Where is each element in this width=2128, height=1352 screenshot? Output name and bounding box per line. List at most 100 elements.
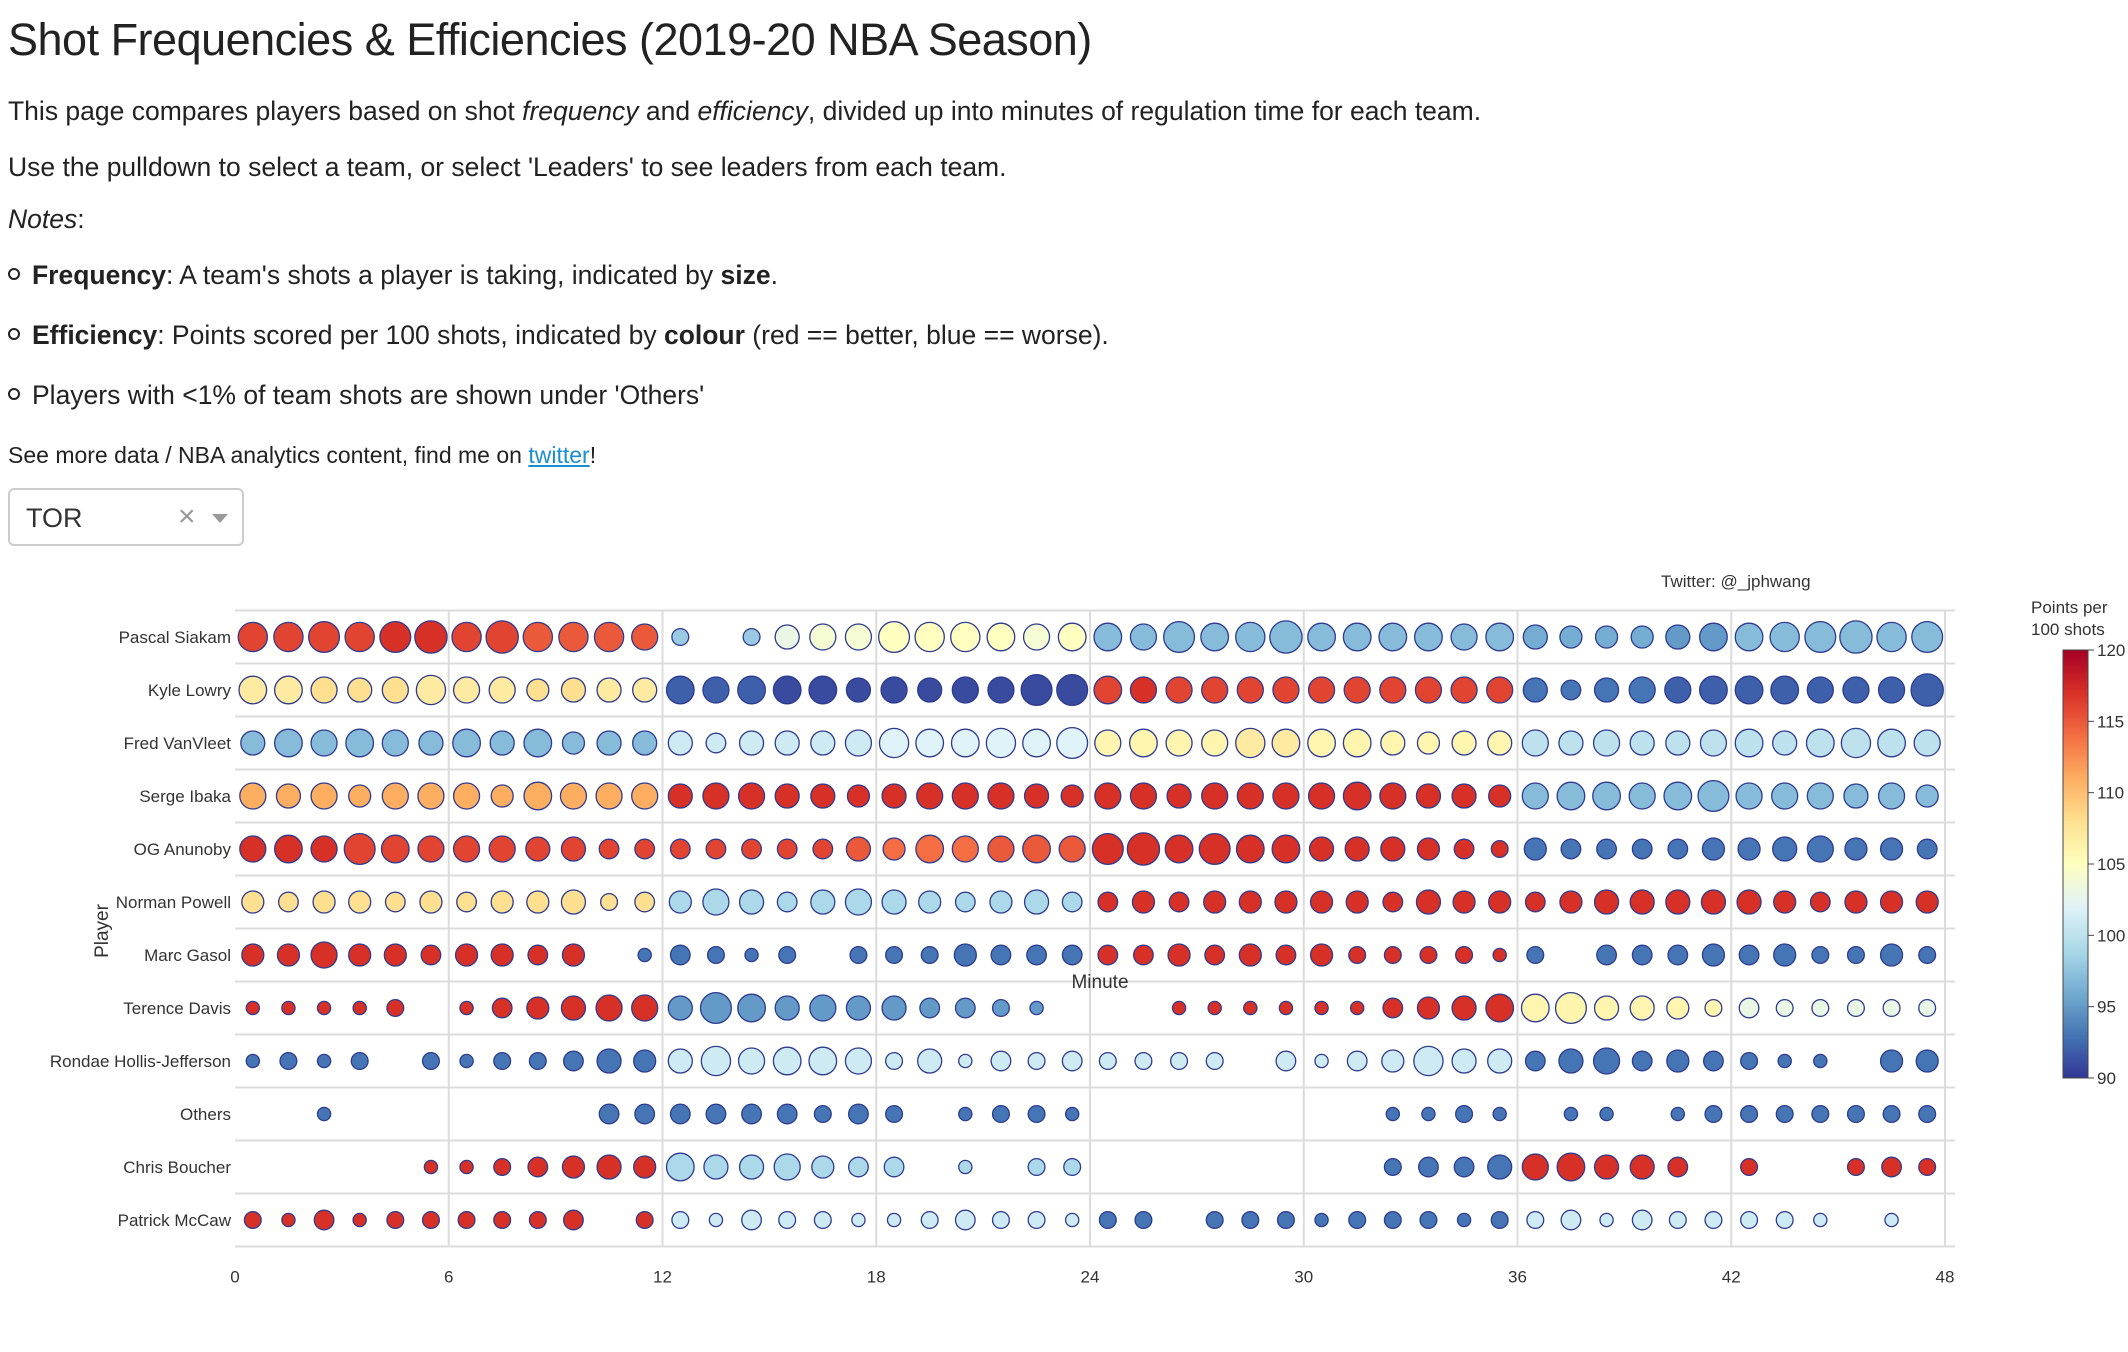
shot-bubble	[1235, 834, 1265, 864]
intro-text-part: , divided up into minutes of regulation …	[807, 96, 1482, 126]
shot-bubble	[1129, 676, 1158, 704]
shot-bubble	[886, 1212, 902, 1228]
clear-icon[interactable]: ×	[178, 500, 196, 533]
shot-bubble	[1839, 620, 1873, 654]
shot-bubble	[1599, 1106, 1614, 1122]
shot-bubble	[596, 1154, 622, 1180]
shot-bubble	[1775, 1104, 1794, 1124]
shot-bubble	[708, 1212, 724, 1228]
team-dropdown[interactable]: TOR ×	[8, 488, 244, 546]
shot-bubble	[885, 945, 904, 965]
shot-bubble	[488, 835, 516, 863]
shot-bubble	[1419, 945, 1438, 965]
shot-bubble	[1771, 782, 1799, 810]
shot-bubble	[348, 943, 372, 967]
shot-bubble	[239, 835, 267, 863]
shot-bubble	[1203, 890, 1227, 914]
shot-bubble	[1027, 1051, 1046, 1071]
shot-bubble	[1592, 1047, 1621, 1075]
shot-bubble	[776, 891, 798, 913]
shot-bubble	[419, 890, 443, 914]
shot-bubble	[1348, 1210, 1367, 1230]
shot-bubble	[237, 621, 269, 653]
shot-bubble	[596, 1048, 622, 1074]
shot-bubble	[954, 891, 976, 913]
shot-bubble	[813, 1104, 832, 1124]
shot-bubble	[1064, 1212, 1080, 1228]
shot-bubble	[1737, 837, 1761, 861]
twitter-link[interactable]: twitter	[528, 442, 590, 468]
bullet-others: Players with <1% of team shots are shown…	[8, 380, 704, 411]
shot-bubble	[1201, 782, 1229, 810]
shot-bubble	[344, 621, 375, 653]
shot-bubble	[1450, 623, 1478, 651]
shot-bubble	[706, 945, 725, 965]
shot-bubble	[774, 624, 800, 650]
shot-bubble	[1813, 1212, 1828, 1228]
shot-bubble	[878, 620, 911, 654]
shot-bubble	[1734, 728, 1764, 758]
shot-bubble	[1094, 729, 1122, 757]
shot-bubble	[631, 782, 659, 810]
bullet-bold: colour	[663, 320, 745, 350]
shot-bubble	[1630, 625, 1654, 649]
shot-bubble	[1020, 673, 1053, 707]
shot-bubble	[1628, 676, 1656, 704]
shot-bubble	[920, 945, 939, 965]
notes-label: Notes:	[8, 204, 85, 235]
shot-bubble	[1488, 890, 1512, 914]
shot-bubble	[348, 784, 372, 808]
shot-bubble	[1631, 838, 1653, 860]
shot-bubble	[1846, 1157, 1865, 1177]
chevron-down-icon[interactable]	[212, 514, 228, 523]
shot-bubble	[987, 782, 1015, 810]
shot-bubble	[1596, 838, 1618, 860]
shot-bubble	[1524, 891, 1546, 913]
shot-bubble	[1918, 1104, 1937, 1124]
shot-bubble	[1165, 676, 1193, 704]
bullet-circle-icon	[8, 328, 20, 340]
shot-bubble	[1278, 1000, 1294, 1016]
shot-bubble	[990, 1050, 1012, 1072]
shot-bubble	[987, 676, 1015, 704]
shot-bubble	[1198, 832, 1231, 866]
shot-bubble	[1698, 622, 1728, 652]
shot-bubble	[493, 1210, 512, 1230]
colorbar-bar	[2062, 649, 2089, 1079]
shot-bubble	[1882, 998, 1901, 1018]
shot-bubble	[882, 837, 906, 861]
shot-bubble	[1522, 624, 1548, 650]
shot-bubble	[459, 1053, 474, 1069]
shot-bubble	[1342, 781, 1372, 811]
shot-bubble	[1380, 836, 1406, 862]
shot-bubble	[1063, 1157, 1082, 1177]
shot-bubble	[878, 727, 910, 759]
shot-bubble	[528, 1051, 547, 1071]
shot-bubble	[667, 995, 693, 1021]
shot-bubble	[1314, 1053, 1329, 1069]
shot-bubble	[1670, 1106, 1686, 1122]
shot-bubble	[1594, 625, 1619, 649]
shot-bubble	[665, 1152, 695, 1182]
shot-bubble	[1523, 837, 1547, 861]
shot-bubble	[281, 1212, 296, 1228]
shot-bubble	[595, 782, 623, 810]
shot-bubble	[810, 783, 836, 809]
shot-bubble	[744, 947, 759, 963]
shot-bubble	[1314, 1212, 1329, 1228]
twitter-promo: See more data / NBA analytics content, f…	[8, 442, 596, 469]
colorbar-tick-label: 90	[2097, 1069, 2116, 1088]
shot-bubble	[1667, 944, 1689, 966]
shot-bubble	[1629, 730, 1655, 756]
shot-bubble	[1769, 621, 1800, 653]
shot-bubble	[1027, 1157, 1046, 1177]
shot-bubble	[951, 676, 979, 704]
shot-bubble	[1556, 781, 1586, 811]
shot-bubble	[313, 1209, 335, 1231]
player-label: Rondae Hollis-Jefferson	[50, 1052, 231, 1071]
shot-bubble	[1631, 1209, 1653, 1231]
shot-bubble	[1740, 1157, 1759, 1177]
shot-bubble	[702, 888, 730, 916]
player-labels: Pascal Siakam Kyle Lowry Fred VanVleet Serg…	[50, 628, 232, 1230]
shot-bubble	[667, 783, 693, 809]
